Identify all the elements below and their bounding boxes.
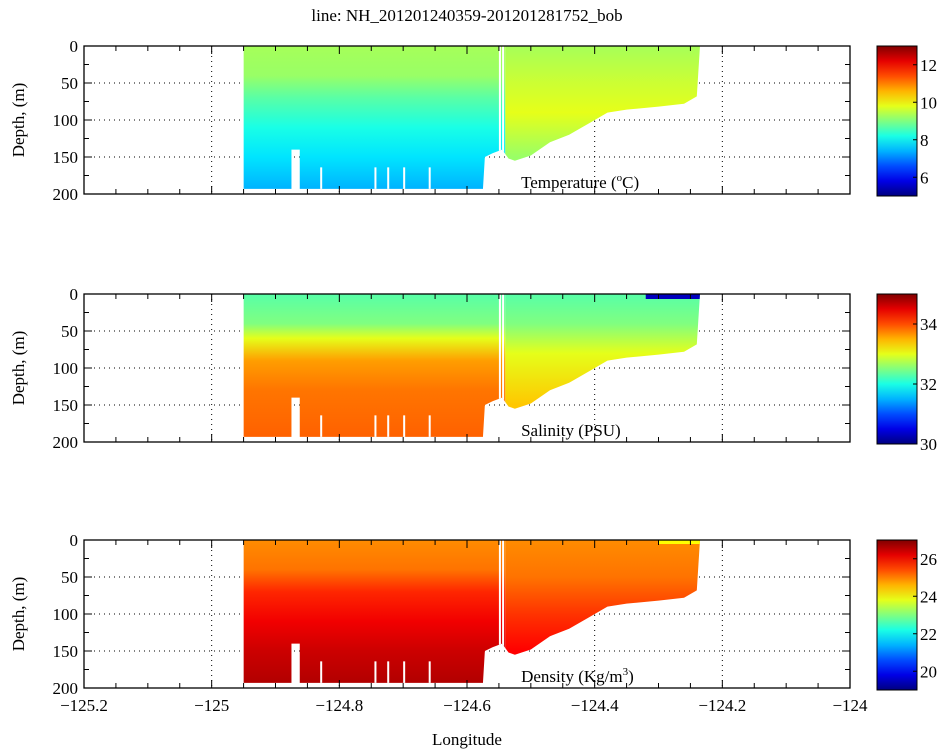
x-tick-label: −125.2 — [60, 696, 108, 715]
data-gap — [387, 167, 390, 189]
field-offshore — [243, 540, 506, 683]
field-offshore — [243, 46, 506, 189]
x-tick-label: −124 — [832, 696, 868, 715]
x-tick-label: −125 — [194, 696, 229, 715]
y-axis-label: Depth, (m) — [9, 331, 28, 406]
y-tick-label: 50 — [61, 74, 78, 93]
chart-title: line: NH_201201240359-201201281752_bob — [311, 6, 622, 25]
x-tick-label: −124.6 — [443, 696, 491, 715]
colorbar-tick-label: 30 — [920, 435, 937, 454]
panel-label-superscript: 3 — [623, 666, 629, 678]
data-gap — [320, 661, 323, 683]
x-tick-label: −124.8 — [315, 696, 363, 715]
y-tick-label: 0 — [70, 531, 79, 550]
data-gap — [387, 415, 390, 437]
panel-label-text: Density (Kg/m — [521, 667, 623, 686]
data-gap — [320, 167, 323, 189]
data-gap — [428, 167, 431, 189]
panel-label: Temperature (oC) — [521, 172, 639, 192]
y-axis-label: Depth, (m) — [9, 577, 28, 652]
field-inshore — [505, 540, 700, 683]
y-axis-label: Depth, (m) — [9, 83, 28, 158]
colorbar-tick-label: 10 — [920, 93, 937, 112]
panel-label-text: Salinity (PSU) — [521, 421, 621, 440]
field-inshore — [505, 46, 700, 189]
y-tick-label: 150 — [53, 148, 79, 167]
data-gap — [502, 540, 505, 683]
colorbar-tick-label: 8 — [920, 131, 929, 150]
data-gap — [428, 415, 431, 437]
y-tick-label: 200 — [53, 185, 79, 204]
y-tick-label: 100 — [53, 605, 79, 624]
data-gap — [374, 415, 377, 437]
x-tick-label: −124.4 — [571, 696, 619, 715]
y-tick-label: 150 — [53, 396, 79, 415]
y-tick-label: 0 — [70, 37, 79, 56]
data-gap — [374, 661, 377, 683]
section-field — [243, 540, 700, 683]
y-tick-label: 50 — [61, 568, 78, 587]
data-gap — [502, 46, 505, 189]
colorbar — [876, 539, 918, 691]
field-offshore — [243, 294, 506, 437]
panel-label-superscript: o — [617, 172, 623, 184]
data-gap — [320, 415, 323, 437]
data-gap — [498, 540, 501, 683]
colorbar — [876, 45, 918, 197]
fresh-surface-layer — [645, 294, 700, 299]
data-gap — [498, 46, 501, 189]
colorbar-tick-label: 12 — [920, 56, 937, 75]
data-gap — [498, 294, 501, 437]
panel-label: Density (Kg/m3) — [521, 666, 634, 686]
light-surface-layer — [658, 540, 700, 544]
y-tick-label: 200 — [53, 679, 79, 698]
section-field — [243, 46, 700, 189]
colorbar — [876, 293, 918, 445]
colorbar-tick-label: 24 — [920, 587, 938, 606]
x-tick-label: −124.2 — [698, 696, 746, 715]
data-gap — [403, 415, 406, 437]
data-gap — [374, 167, 377, 189]
field-inshore — [505, 294, 700, 437]
data-gap — [403, 661, 406, 683]
data-gap — [387, 661, 390, 683]
y-tick-label: 150 — [53, 642, 79, 661]
y-tick-label: 50 — [61, 322, 78, 341]
panel-label: Salinity (PSU) — [521, 421, 621, 440]
y-tick-label: 100 — [53, 359, 79, 378]
colorbar-tick-label: 20 — [920, 662, 937, 681]
data-gap — [502, 294, 505, 437]
panel-0: 0 50 100 150 200 Depth, (m) Temperature (oC) 6 8… — [9, 37, 937, 204]
colorbar-tick-label: 26 — [920, 550, 937, 569]
panel-2: 0 50 100 150 200 Depth, (m) Density (Kg/m3) 20 2… — [9, 531, 938, 698]
data-gap — [428, 661, 431, 683]
panel-label-text: Temperature ( — [521, 173, 617, 192]
x-axis-label: Longitude — [432, 730, 502, 749]
y-tick-label: 0 — [70, 285, 79, 304]
colorbar-tick-label: 34 — [920, 315, 938, 334]
section-field — [243, 294, 700, 437]
panel-1: 0 50 100 150 200 Depth, (m) Salinity (PSU) 30 32… — [9, 285, 938, 454]
panel-label-end: C) — [622, 173, 639, 192]
panel-label-end: ) — [628, 667, 634, 686]
y-tick-label: 200 — [53, 433, 79, 452]
colorbar-tick-label: 22 — [920, 625, 937, 644]
y-tick-label: 100 — [53, 111, 79, 130]
data-gap — [403, 167, 406, 189]
colorbar-tick-label: 32 — [920, 375, 937, 394]
colorbar-tick-label: 6 — [920, 168, 929, 187]
